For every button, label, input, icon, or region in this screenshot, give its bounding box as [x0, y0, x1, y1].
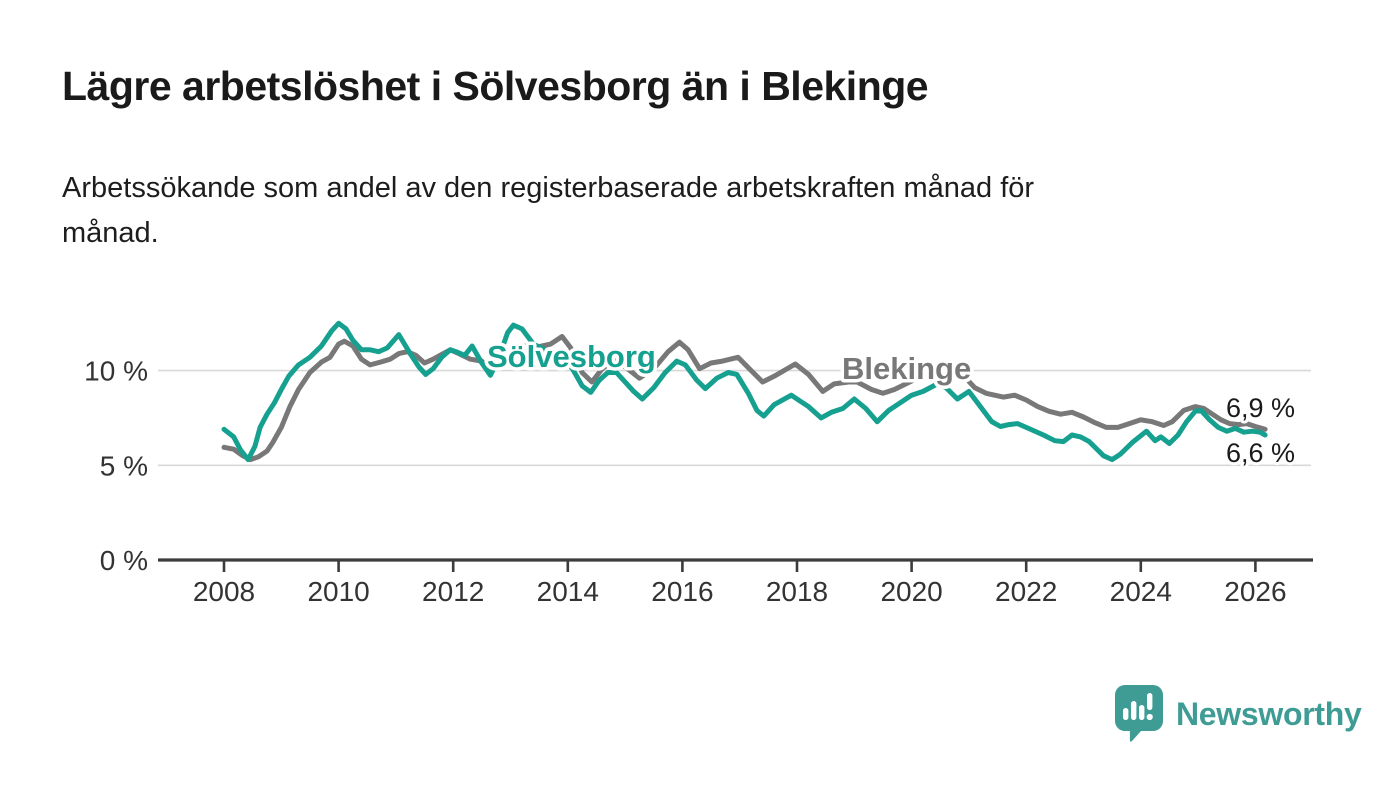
brand-footer: Newsworthy: [1114, 684, 1362, 744]
y-tick-label: 10 %: [84, 356, 148, 387]
x-tick-label: 2024: [1110, 576, 1172, 607]
y-tick-label: 5 %: [100, 450, 148, 481]
series-label-blekinge: Blekinge: [842, 351, 971, 386]
series-label-sölvesborg: Sölvesborg: [487, 339, 656, 374]
chart-subtitle-line1: Arbetssökande som andel av den registerb…: [62, 172, 1035, 204]
end-value-label-blekinge: 6,9 %: [1226, 393, 1295, 423]
x-tick-label: 2012: [422, 576, 484, 607]
brand-name: Newsworthy: [1176, 695, 1362, 732]
series-line-blekinge: [221, 334, 1268, 463]
chart-subtitle-line2: månad.: [62, 216, 159, 249]
series-line-sölvesborg: [221, 320, 1268, 463]
x-tick-label: 2020: [880, 576, 942, 607]
end-value-label-sölvesborg: 6,6 %: [1226, 438, 1295, 468]
x-tick-label: 2008: [193, 576, 255, 607]
x-tick-label: 2016: [651, 576, 713, 607]
x-tick-label: 2022: [995, 576, 1057, 607]
x-tick-label: 2018: [766, 576, 828, 607]
logo-bars: [1123, 693, 1153, 721]
x-tick-label: 2014: [537, 576, 599, 607]
newsworthy-logo-icon: [1115, 685, 1163, 742]
chart-title: Lägre arbetslöshet i Sölvesborg än i Ble…: [62, 63, 929, 109]
chart-subtitle: Arbetssökande som andel av den registerb…: [62, 166, 1322, 256]
x-tick-label: 2026: [1224, 576, 1286, 607]
y-tick-label: 0 %: [100, 545, 148, 576]
x-tick-label: 2010: [307, 576, 369, 607]
